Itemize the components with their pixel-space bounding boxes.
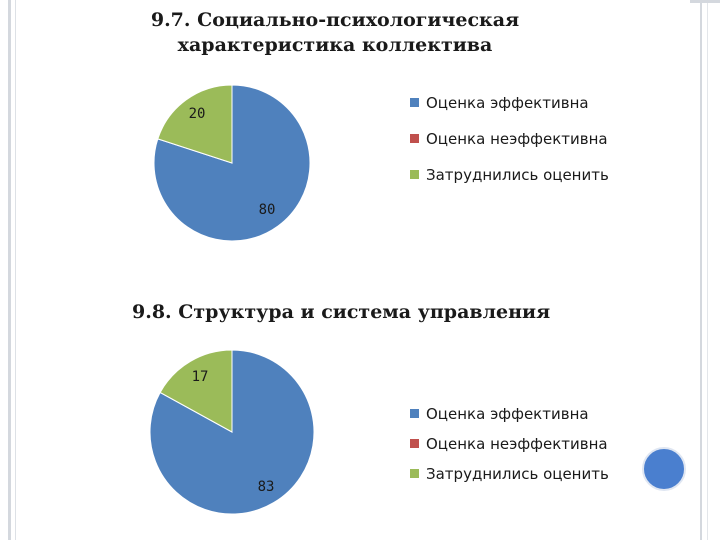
legend-label-undecided: Затруднились оценить bbox=[426, 166, 609, 184]
legend-swatch-undecided bbox=[410, 469, 419, 478]
legend-label-effective: Оценка эффективна bbox=[426, 94, 589, 112]
legend-swatch-undecided bbox=[410, 170, 419, 179]
legend-item-undecided: Затруднились оценить bbox=[410, 166, 609, 184]
data-label-undecided: 17 bbox=[192, 369, 209, 385]
chart-title-2: 9.8. Структура и система управления bbox=[132, 301, 551, 323]
slide-frame-left bbox=[8, 0, 11, 540]
legend-item-ineffective: Оценка неэффективна bbox=[410, 130, 608, 148]
legend-item-ineffective: Оценка неэффективна bbox=[410, 435, 608, 453]
pie-slice-undecided bbox=[159, 349, 233, 433]
data-label-effective: 83 bbox=[258, 479, 275, 495]
legend-swatch-effective bbox=[410, 409, 419, 418]
slide-frame-left-inner bbox=[15, 0, 16, 540]
legend-swatch-effective bbox=[410, 98, 419, 107]
chart-title-1-line-1: 9.7. Социально-психологическая bbox=[150, 9, 520, 31]
chart-title-1-line-2: характеристика коллектива bbox=[177, 34, 493, 56]
legend-label-ineffective: Оценка неэффективна bbox=[426, 435, 608, 453]
pie-slice-undecided bbox=[157, 84, 233, 164]
legend-label-effective: Оценка эффективна bbox=[426, 405, 589, 423]
slide-frame-right bbox=[700, 0, 702, 540]
legend-swatch-ineffective bbox=[410, 439, 419, 448]
decorative-circle bbox=[642, 447, 686, 491]
data-label-effective: 80 bbox=[259, 202, 276, 218]
legend-label-ineffective: Оценка неэффективна bbox=[426, 130, 608, 148]
legend-item-undecided: Затруднились оценить bbox=[410, 465, 609, 483]
legend-item-effective: Оценка эффективна bbox=[410, 94, 589, 112]
chart-title-1: 9.7. Социально-психологическая характери… bbox=[120, 8, 550, 58]
legend-item-effective: Оценка эффективна bbox=[410, 405, 589, 423]
data-label-undecided: 20 bbox=[189, 106, 206, 122]
legend-swatch-ineffective bbox=[410, 134, 419, 143]
slide-frame-right-inner bbox=[707, 0, 708, 540]
legend-label-undecided: Затруднились оценить bbox=[426, 465, 609, 483]
slide-frame-top bbox=[690, 0, 720, 3]
